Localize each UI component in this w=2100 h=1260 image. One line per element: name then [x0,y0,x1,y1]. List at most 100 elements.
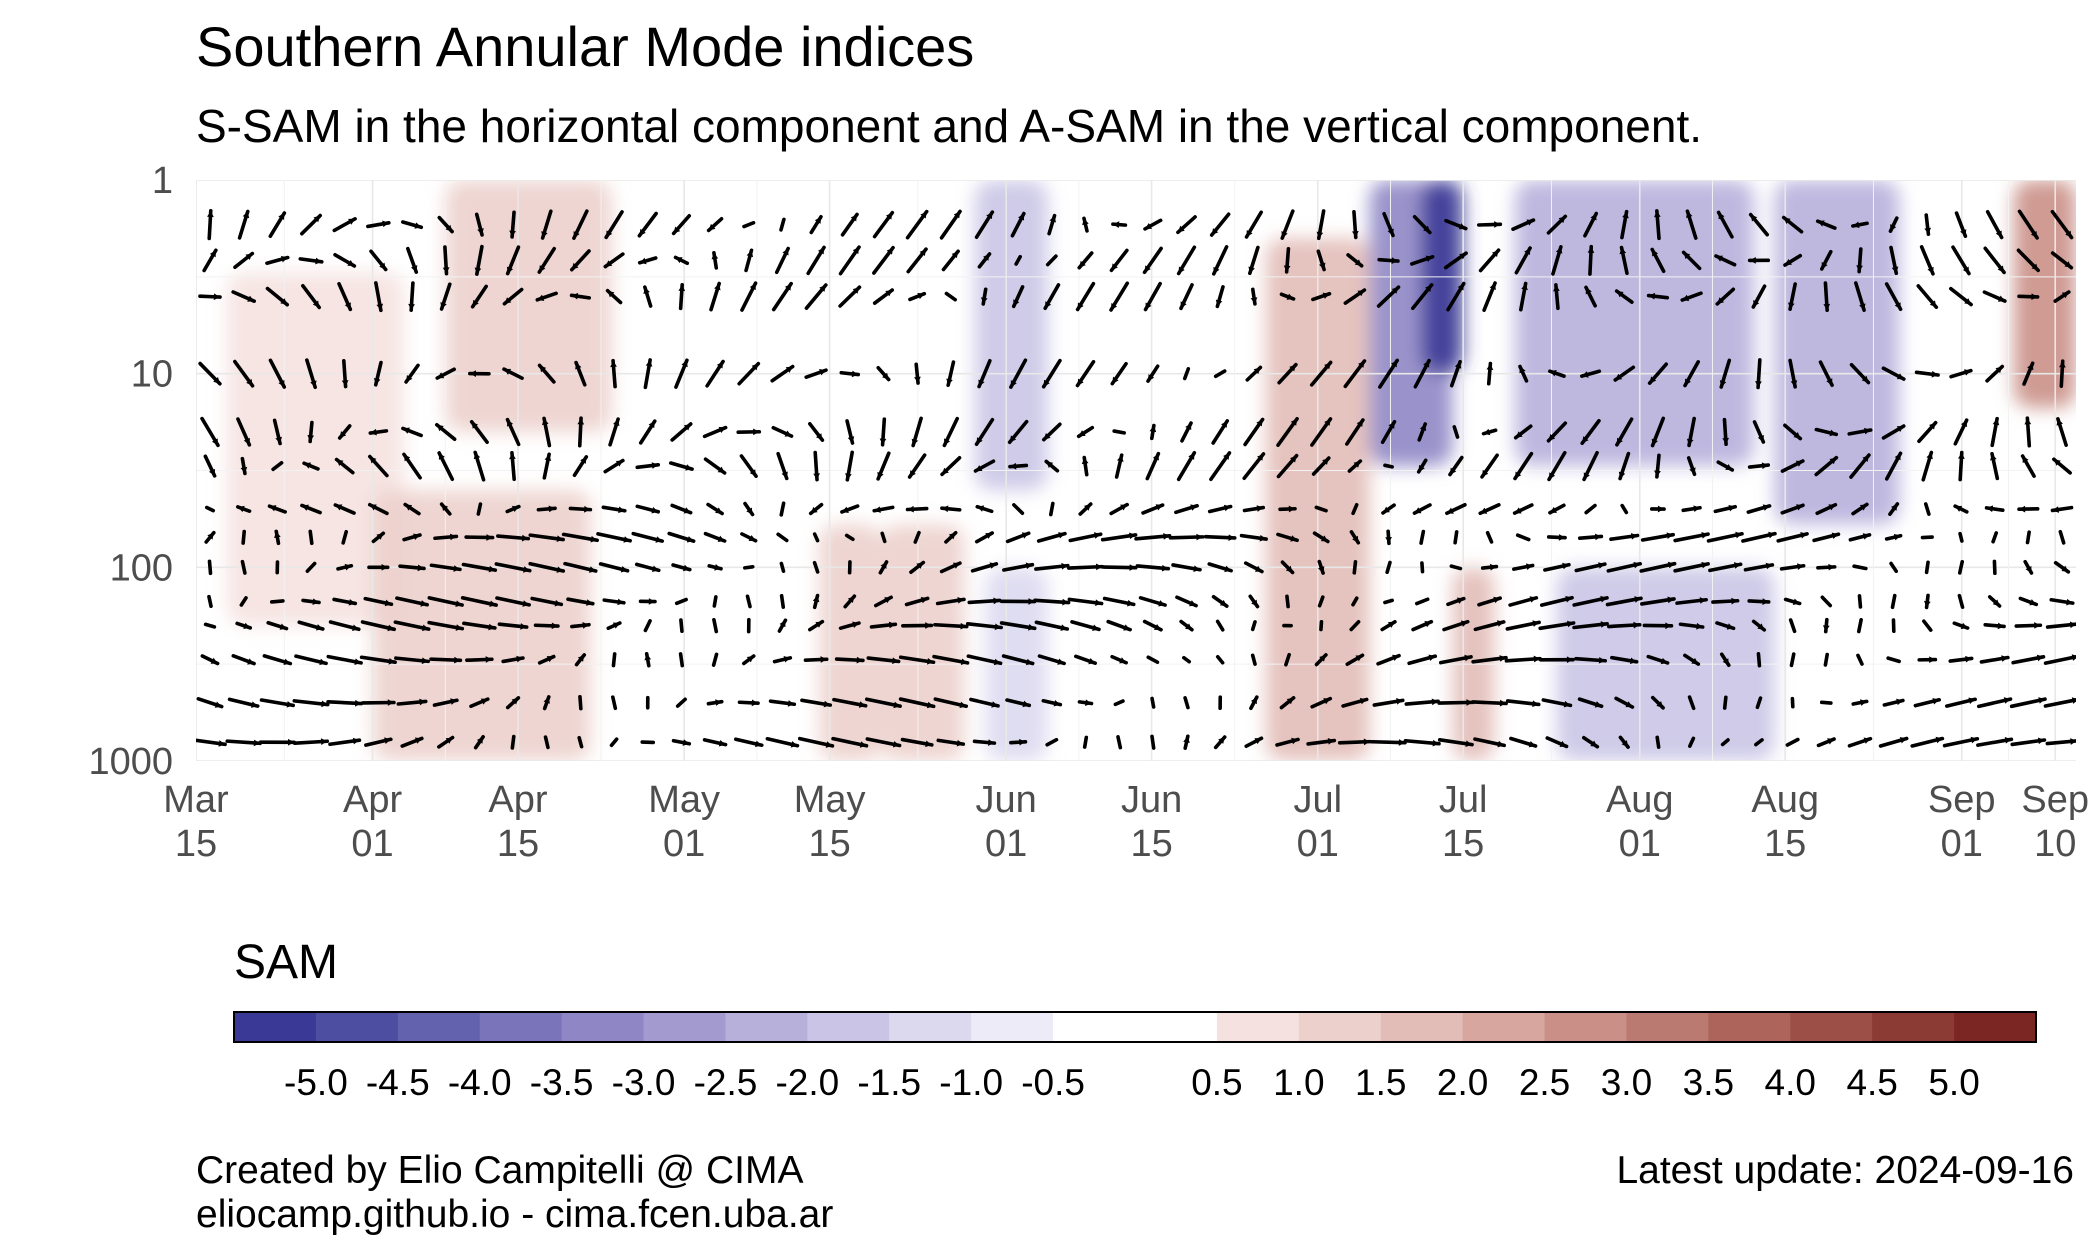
arrow-head [1654,470,1661,477]
arrow-head [450,533,457,541]
arrow-head [1491,250,1499,258]
wind-arrow [1011,285,1025,309]
wind-arrow [1948,655,1974,663]
wind-arrow [435,367,456,380]
wind-arrow [1504,655,1542,663]
arrow-head [1317,566,1325,574]
wind-arrow [1747,598,1771,605]
wind-arrow [1654,453,1661,479]
wind-arrow [779,501,786,517]
wind-arrow [1033,598,1071,606]
wind-arrow [502,367,524,380]
wind-arrow [638,598,657,605]
arrow-head [2070,738,2076,745]
arrow-head [1254,738,1262,745]
wind-arrow [1310,417,1333,447]
arrow-head [1077,378,1084,386]
wind-arrow [1984,505,2005,513]
wind-arrow [1370,739,1407,746]
arrow-head [1532,700,1539,708]
wind-arrow [496,534,531,542]
wind-arrow [770,364,795,383]
wind-arrow [936,738,966,747]
arrow-head [718,739,726,747]
wind-arrow [1921,450,1934,482]
wind-arrow [1075,281,1096,312]
arrow-head [213,293,221,301]
arrow-head [1148,374,1155,382]
arrow-head [1154,623,1162,630]
arrow-head [313,215,321,223]
arrow-head [815,621,823,628]
arrow-head [381,563,388,571]
wind-arrow [1009,358,1028,389]
arrow-head [1385,536,1392,544]
wind-arrow [1276,453,1299,479]
wind-arrow [225,739,262,747]
wind-arrow [1508,596,1539,607]
wind-arrow [1478,248,1501,273]
x-tick-label-day: 01 [663,823,705,865]
wind-arrow [1957,559,1965,575]
wind-arrow [740,532,758,543]
arrow-shaft [1515,533,1531,542]
wind-arrow [341,359,349,389]
wind-arrow [913,530,921,544]
wind-arrow [1683,360,1700,388]
arrow-head [2027,363,2034,371]
wind-arrow [1711,597,1740,605]
arrow-shaft [1284,652,1291,667]
arrow-shaft [1045,737,1059,747]
wind-arrow [1372,698,1405,707]
wind-arrow [1180,421,1193,443]
arrow-head [1691,657,1699,665]
wind-arrow [537,363,556,384]
arrow-shaft [1889,561,1899,574]
wind-arrow [1546,534,1567,541]
wind-arrow [2017,505,2040,513]
arrow-head [1391,287,1399,294]
arrow-head [1285,565,1293,573]
legend-label: 3.5 [1683,1062,1734,1103]
arrow-head [1022,700,1030,708]
arrow-head [577,418,585,425]
wind-arrow [1314,505,1328,513]
wind-arrow [1914,370,1940,378]
wind-arrow [1077,251,1094,270]
wind-arrow [1248,245,1260,276]
legend-swatch [807,1012,890,1042]
arrow-head [1043,432,1051,440]
wind-arrow [204,505,216,513]
wind-arrow [332,217,357,233]
legend-label: -3.5 [530,1062,594,1103]
wind-arrow [1609,533,1640,541]
legend-swatch [1462,1012,1546,1042]
wind-arrow [1614,696,1635,709]
arrow-head [856,656,863,664]
arrow-head [577,654,585,662]
arrow-head [1078,430,1086,437]
arrow-head [1788,302,1795,310]
wind-arrow [267,504,287,514]
wind-arrow [1412,503,1432,515]
arrow-head [419,698,426,706]
wind-arrow [1685,209,1698,240]
arrow-head [1354,259,1362,266]
arrow-head [1324,362,1331,370]
arrow-head [1514,507,1522,514]
arrow-shaft [1722,695,1728,710]
arrow-head [1931,370,1939,378]
arrow-head [926,657,934,665]
arrow-head [1084,699,1092,707]
wind-arrow [967,597,1002,605]
arrow-shaft [305,561,317,573]
wind-arrow [241,529,247,545]
arrow-head [1355,655,1363,662]
wind-arrow [374,281,384,313]
wind-arrow [1620,503,1629,515]
arrow-head [554,599,562,607]
wind-arrow [239,596,248,607]
wind-arrow [1319,619,1324,632]
wind-arrow [1343,288,1367,305]
arrow-head [1616,437,1623,445]
